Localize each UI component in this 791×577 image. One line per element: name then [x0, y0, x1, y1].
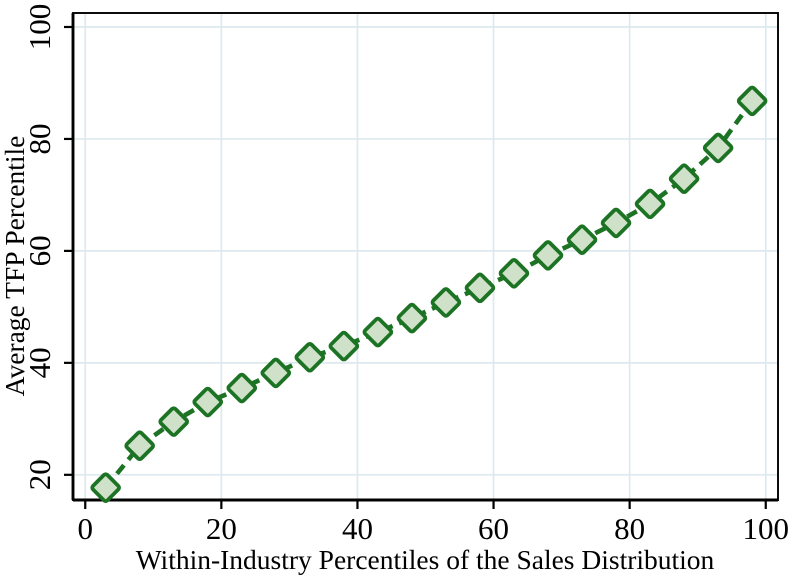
y-tick-label: 60	[22, 235, 57, 266]
x-tick-label: 100	[743, 511, 790, 546]
x-tick-label: 60	[478, 511, 509, 546]
data-point-diamond-marker	[294, 341, 326, 373]
y-tick-label: 100	[22, 4, 57, 51]
data-series-layer	[90, 85, 768, 503]
x-axis-title: Within-Industry Percentiles of the Sales…	[136, 544, 715, 575]
series-dashed-line	[103, 99, 755, 490]
y-tick-label: 80	[22, 123, 57, 154]
data-point-diamond-marker	[600, 207, 632, 239]
data-point-diamond-marker	[498, 258, 530, 289]
data-point-diamond-marker	[634, 188, 666, 220]
data-point-diamond-marker	[260, 357, 292, 389]
data-point-diamond-marker	[430, 287, 462, 318]
data-point-diamond-marker	[702, 132, 734, 164]
x-tick-label: 20	[206, 511, 237, 546]
data-point-diamond-marker	[464, 272, 496, 304]
gridline-layer	[73, 13, 778, 500]
data-point-diamond-marker	[192, 386, 224, 418]
y-axis-title: Average TFP Percentile	[0, 136, 30, 397]
data-point-diamond-marker	[396, 302, 428, 334]
x-tick-label: 0	[77, 511, 93, 546]
y-tick-label: 20	[22, 459, 57, 490]
x-tick-label: 80	[614, 511, 645, 546]
data-point-diamond-marker	[90, 472, 121, 503]
data-point-diamond-marker	[158, 406, 190, 437]
data-point-diamond-marker	[668, 163, 700, 194]
axis-tick-layer: 0 20 40 60 80 100 20 40 60 80 100	[22, 4, 789, 546]
data-point-diamond-marker	[532, 240, 564, 271]
data-point-diamond-marker	[226, 372, 258, 404]
data-point-diamond-marker	[736, 85, 768, 117]
plot-frame-layer	[71, 12, 779, 502]
data-point-diamond-marker	[124, 430, 155, 461]
x-tick-label: 40	[342, 511, 373, 546]
data-point-diamond-marker	[566, 224, 598, 255]
y-tick-label: 40	[22, 347, 57, 378]
data-point-diamond-marker	[328, 330, 360, 362]
data-point-diamond-marker	[362, 316, 394, 348]
